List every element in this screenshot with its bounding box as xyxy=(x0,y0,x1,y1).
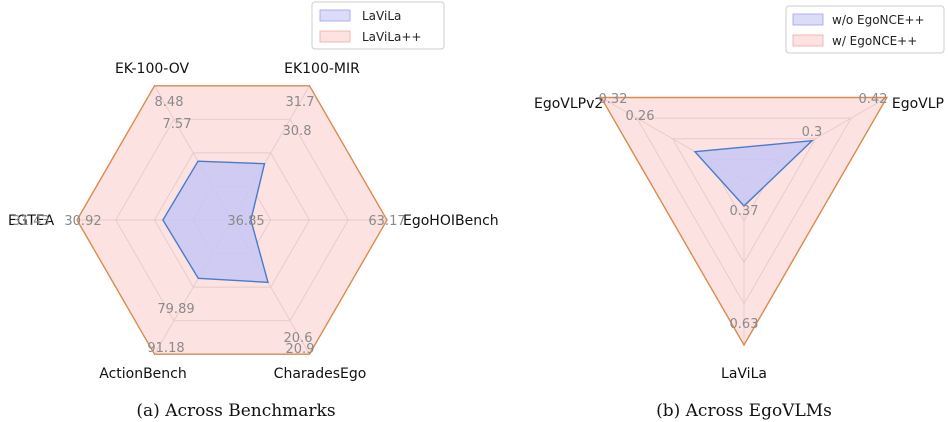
value-label-outer-egovlpv2: 0.32 xyxy=(599,92,628,107)
value-label-outer-ek100-mir: 31.7 xyxy=(286,95,315,110)
legend-swatch-series-2 xyxy=(792,34,824,47)
value-label-inner-egtea: 30.92 xyxy=(64,214,101,229)
legend-swatch-series-1 xyxy=(319,9,351,22)
axis-label-egovlpv2: EgoVLPv2 xyxy=(534,96,603,112)
axis-label-lavila: LaViLa xyxy=(721,366,767,382)
value-label-inner-charadesego: 20.6 xyxy=(284,331,313,346)
series-polygon-w-egonce xyxy=(599,96,889,347)
caption-benchmarks: (a) Across Benchmarks xyxy=(136,401,335,421)
value-label-inner-ek-100-ov: 7.57 xyxy=(163,117,192,132)
series-polygon-lavila xyxy=(162,160,269,284)
value-label-inner-lavila: 0.37 xyxy=(730,204,759,219)
caption-egovlms: (b) Across EgoVLMs xyxy=(656,401,832,421)
value-label-outer-charadesego: 20.9 xyxy=(286,342,315,357)
axis-label-egohoibench: EgoHOIBench xyxy=(403,213,499,229)
value-label-outer-egohoibench: 63.17 xyxy=(368,214,405,229)
series-polygon-w-o-egonce xyxy=(693,139,814,207)
radar-chart-benchmarks: EK100-MIR EK-100-OV EGTEA ActionBench Charad… xyxy=(8,61,499,382)
value-label-inner-actionbench: 79.89 xyxy=(157,302,194,317)
value-label-outer-egovlp: 0.42 xyxy=(859,92,888,107)
legend-egovlms: w/o EgoNCE++ w/ EgoNCE++ xyxy=(785,5,945,54)
value-label-inner-egohoibench: 36.85 xyxy=(227,214,264,229)
value-label-outer-ek-100-ov: 8.48 xyxy=(155,95,184,110)
value-label-outer-lavila: 0.63 xyxy=(730,317,759,332)
legend-swatch-series-1 xyxy=(792,13,824,26)
legend-benchmarks: LaViLa LaViLa++ xyxy=(311,1,445,50)
axis-label-egovlp: EgoVLP xyxy=(892,96,944,112)
legend-label-series-2: w/ EgoNCE++ xyxy=(832,34,917,48)
axis-label-ek-100-ov: EK-100-OV xyxy=(115,61,190,77)
value-label-inner-ek100-mir: 30.8 xyxy=(283,124,312,139)
legend-box xyxy=(785,5,945,54)
axis-label-actionbench: ActionBench xyxy=(99,366,187,382)
legend-label-series-1: w/o EgoNCE++ xyxy=(832,13,925,27)
radar-chart-egovlms: EgoVLP EgoVLPv2 LaViLa 0.42 0.3 0.32 0.26 0.63 0… xyxy=(534,92,944,382)
axis-label-charadesego: CharadesEgo xyxy=(274,366,367,382)
axis-label-egtea: EGTEA xyxy=(8,213,55,229)
value-label-outer-actionbench: 91.18 xyxy=(147,341,184,356)
value-label-inner-egovlp: 0.3 xyxy=(802,125,823,140)
axis-label-ek100-mir: EK100-MIR xyxy=(284,61,360,77)
value-label-outer-egtea: 31.43 xyxy=(12,214,49,229)
legend-label-series-1: LaViLa xyxy=(362,9,401,23)
legend-swatch-series-2 xyxy=(319,30,351,43)
value-label-inner-egovlpv2: 0.26 xyxy=(626,109,655,124)
legend-label-series-2: LaViLa++ xyxy=(362,30,421,44)
